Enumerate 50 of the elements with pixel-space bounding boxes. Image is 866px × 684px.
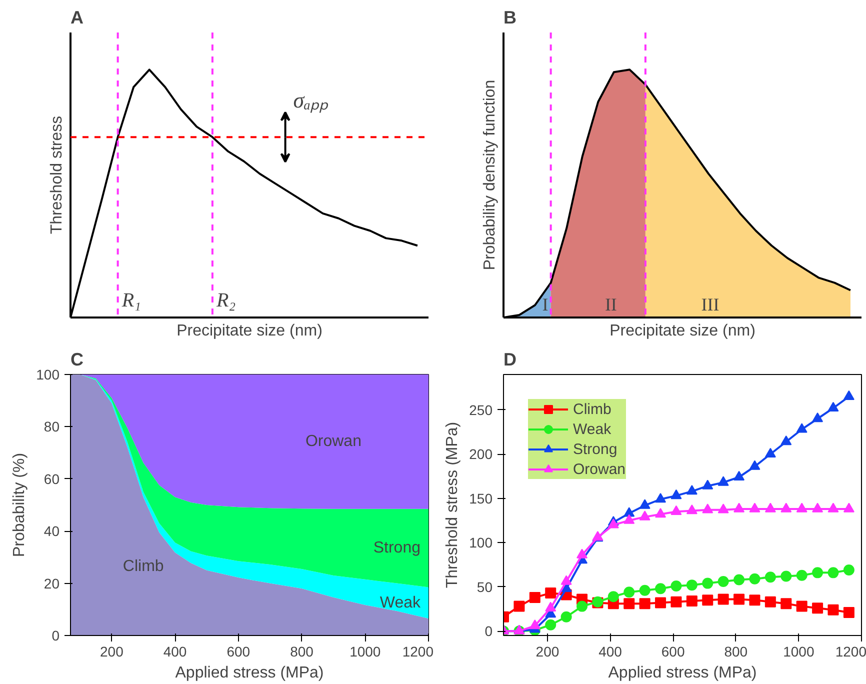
y-tick-label: 150 [469,490,493,506]
annotation: R₁ [120,290,141,312]
y-tick-label: 200 [469,446,493,462]
x-tick-label: 800 [724,644,748,660]
x-axis-title: Precipitate size (nm) [610,322,756,340]
y-tick-label: 40 [44,523,60,540]
legend-label: Climb [573,400,612,418]
series-label: I [542,294,548,314]
series-label: Climb [122,558,164,575]
y-axis-title: Probability density function [482,80,498,270]
chart-title: C [70,350,84,370]
y-tick-label: 60 [44,470,60,487]
chart-title: A [70,8,84,28]
ref-line-label: σₐₚₚ [293,87,329,114]
x-tick-label: 600 [661,644,685,660]
legend-label: Orowan [573,460,626,478]
x-tick-label: 400 [163,644,187,660]
series-label: Weak [380,594,422,612]
annotation: R₂ [215,290,236,312]
y-tick-label: 50 [476,578,493,595]
x-tick-label: 600 [226,644,250,660]
series-label: II [604,294,617,314]
y-tick-label: 0 [52,628,60,644]
x-tick-label: 1200 [835,644,866,660]
y-axis-title: Threshold stress (MPa) [444,422,462,588]
y-tick-label: 20 [44,575,60,592]
y-tick-label: 80 [44,418,60,435]
series-label: Strong [373,540,420,557]
y-axis-title: Probability (%) [11,452,28,558]
x-axis-title: Applied stress (MPa) [175,664,324,682]
series-label: III [701,294,720,314]
legend-label: Weak [573,420,612,438]
x-tick-label: 1000 [783,644,814,660]
y-tick-label: 0 [484,623,493,640]
chart-title: D [504,350,516,370]
y-tick-label: 100 [36,366,60,382]
series-label: Orowan [305,433,362,450]
y-tick-label: 250 [469,402,493,418]
x-tick-label: 200 [536,644,560,660]
x-tick-label: 1200 [402,644,434,660]
x-tick-label: 400 [598,644,622,660]
x-axis-title: Applied stress (MPa) [608,664,757,682]
x-tick-label: 200 [100,644,124,660]
legend-label: Strong [573,440,618,458]
y-tick-label: 100 [469,534,493,551]
y-axis-title: Threshold stress [48,116,66,234]
x-tick-label: 1000 [350,644,381,660]
x-axis-title: Precipitate size (nm) [176,322,322,340]
x-tick-label: 800 [290,644,314,660]
chart-title: B [504,8,516,28]
